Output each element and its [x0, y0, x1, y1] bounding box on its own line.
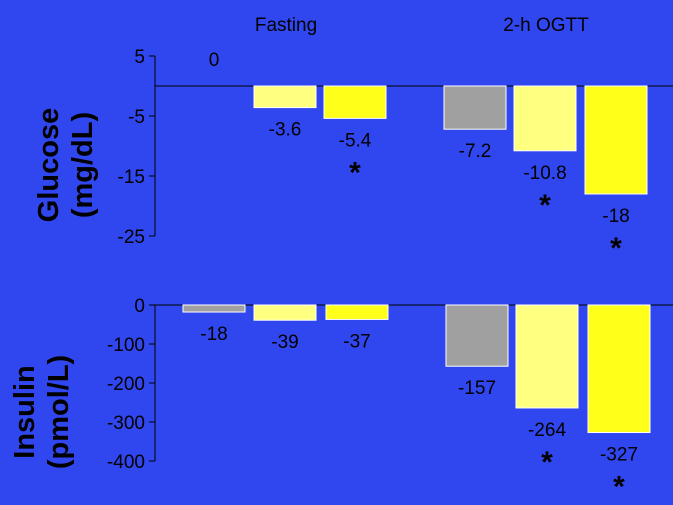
significance-star: * [539, 189, 551, 222]
y-tick-label: -400 [107, 452, 145, 473]
column-headers: Fasting 2-h OGTT [255, 15, 589, 36]
y-tick-label: -25 [118, 227, 145, 248]
data-label: -18 [602, 206, 629, 227]
y-tick-label: 0 [134, 296, 145, 317]
glucose-panel: 5 -5 -15 -25 0 -7.2 -3.6 -10.8 * -5.4 * -18 * Glucose… [33, 47, 673, 265]
data-label: -7.2 [459, 141, 492, 162]
bar-high-1 [584, 85, 648, 195]
bar-high-1 [587, 304, 651, 434]
bar-high-0 [325, 304, 389, 320]
y-tick-label: -15 [118, 167, 145, 188]
y-tick-label: -100 [107, 335, 145, 356]
data-label: -39 [271, 332, 298, 353]
significance-star: * [541, 446, 553, 479]
y-axis-title-line: Glucose [33, 108, 65, 222]
significance-star: * [349, 156, 361, 189]
header-ogtt: 2-h OGTT [503, 15, 589, 36]
bar-placebo-1 [445, 304, 509, 367]
y-tick-label: 5 [134, 47, 145, 68]
y-axis-title: Insulin(pmol/L) [9, 355, 75, 469]
y-tick-label: -200 [107, 374, 145, 395]
significance-star: * [610, 232, 622, 265]
y-tick-label: -5 [128, 107, 145, 128]
y-axis-title-line: (mg/dL) [67, 112, 99, 218]
data-label: -10.8 [523, 163, 566, 184]
y-tick-label: -300 [107, 413, 145, 434]
data-label: -5.4 [339, 130, 372, 151]
data-label: -327 [600, 445, 638, 466]
bar-high-0 [323, 85, 387, 119]
data-label: -3.6 [269, 120, 302, 141]
bar-low-1 [513, 85, 577, 152]
bar-placebo-1 [443, 85, 507, 130]
bar-low-0 [253, 304, 317, 321]
y-axis-title-line: Insulin [9, 365, 41, 458]
bar-low-0 [253, 85, 317, 109]
significance-star: * [613, 471, 625, 500]
header-fasting: Fasting [255, 15, 317, 36]
bar-placebo-0 [182, 304, 246, 313]
insulin-panel: 0 -100 -200 -300 -400 -18 -157 -39 -264 * -37 -327 *… [9, 296, 673, 504]
y-axis-title: Glucose(mg/dL) [33, 108, 99, 222]
data-label: -157 [458, 378, 496, 399]
bar-low-1 [515, 304, 579, 409]
data-label: -37 [343, 331, 370, 352]
data-label: 0 [209, 50, 220, 71]
data-label: -264 [528, 420, 566, 441]
data-label: -18 [200, 324, 227, 345]
y-axis-title-line: (pmol/L) [43, 355, 75, 469]
